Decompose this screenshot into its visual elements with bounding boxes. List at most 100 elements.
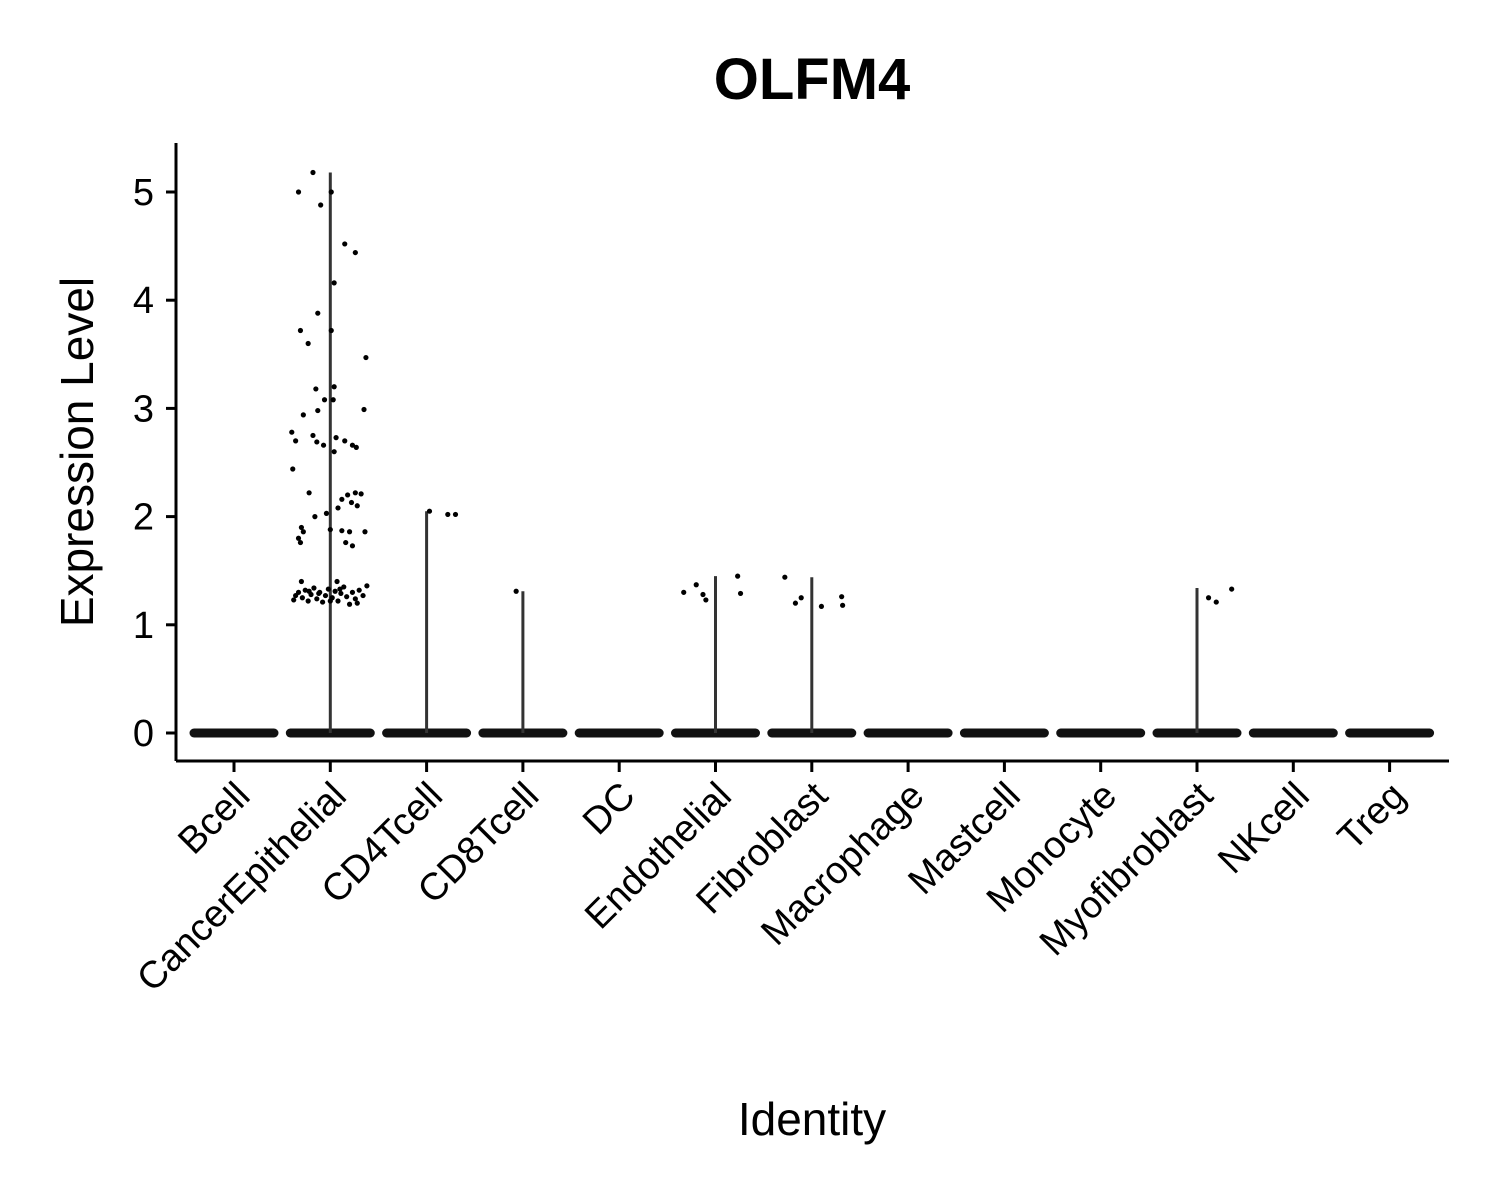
- data-point: [356, 587, 362, 593]
- x-tick-label: NKcell: [1210, 775, 1317, 882]
- chart-title: OLFM4: [714, 47, 911, 112]
- x-tick-label: DC: [575, 775, 644, 844]
- data-point: [334, 578, 340, 585]
- data-point: [298, 524, 305, 531]
- data-point: [1213, 599, 1219, 605]
- data-point: [306, 490, 312, 496]
- jitter-points-layer: [289, 169, 1235, 610]
- data-point: [319, 599, 326, 605]
- y-axis-title: Expression Level: [51, 277, 103, 627]
- data-point: [349, 543, 356, 549]
- data-point: [354, 600, 360, 606]
- data-point: [332, 588, 338, 594]
- data-point: [737, 590, 744, 597]
- data-point: [313, 386, 319, 392]
- data-point: [452, 511, 459, 518]
- data-point: [321, 397, 328, 403]
- data-point: [327, 526, 333, 533]
- data-point: [325, 586, 331, 592]
- data-point: [342, 438, 348, 444]
- data-point: [352, 249, 358, 256]
- data-point: [1205, 595, 1212, 601]
- y-axis-ticks: 0 1 2 3 4 5: [133, 172, 176, 755]
- data-point: [300, 529, 306, 535]
- data-point: [353, 444, 359, 450]
- y-tick-label: 4: [133, 280, 154, 322]
- data-point: [295, 535, 302, 541]
- data-point: [331, 280, 337, 286]
- y-tick-label: 2: [133, 497, 154, 539]
- data-point: [315, 407, 321, 414]
- data-point: [735, 573, 741, 579]
- data-point: [315, 310, 321, 316]
- data-point: [322, 592, 329, 599]
- data-point: [320, 442, 327, 448]
- data-point: [818, 603, 825, 610]
- data-point: [305, 598, 311, 604]
- data-point: [314, 439, 320, 445]
- data-point: [1229, 586, 1235, 592]
- data-point: [289, 429, 295, 435]
- data-point: [323, 510, 330, 516]
- data-point: [299, 595, 305, 601]
- data-point: [362, 529, 368, 535]
- data-point: [839, 594, 845, 600]
- data-point: [310, 169, 316, 176]
- data-point: [297, 327, 304, 334]
- data-point: [681, 589, 687, 595]
- data-point: [354, 503, 360, 509]
- x-tick-label: Treg: [1330, 775, 1414, 859]
- data-point: [298, 578, 305, 585]
- data-point: [312, 514, 318, 520]
- x-tick-label: Bcell: [170, 775, 258, 863]
- data-point: [293, 592, 299, 599]
- data-point: [314, 596, 320, 602]
- data-point: [703, 597, 709, 603]
- violin-layer: [189, 172, 1435, 738]
- data-point: [798, 595, 804, 601]
- data-point: [361, 406, 367, 413]
- y-tick-label: 3: [133, 388, 154, 430]
- data-point: [310, 432, 316, 439]
- data-point: [782, 574, 788, 580]
- data-point: [331, 384, 337, 390]
- data-point: [343, 539, 349, 546]
- x-axis-title: Identity: [738, 1093, 886, 1145]
- data-point: [349, 442, 356, 448]
- data-point: [426, 508, 433, 514]
- data-point: [363, 354, 369, 361]
- data-point: [338, 590, 344, 597]
- data-point: [311, 585, 317, 591]
- data-point: [335, 598, 341, 604]
- data-point: [318, 202, 324, 208]
- data-point: [300, 412, 306, 418]
- data-point: [352, 490, 358, 496]
- data-point: [339, 496, 345, 502]
- data-point: [331, 449, 337, 455]
- x-tick-label: Myofibroblast: [1032, 774, 1222, 964]
- data-point: [290, 466, 296, 472]
- data-point: [339, 528, 345, 534]
- data-point: [840, 602, 846, 608]
- data-point: [445, 511, 451, 518]
- data-point: [344, 594, 350, 600]
- data-point: [513, 588, 519, 594]
- y-tick-label: 5: [133, 172, 154, 214]
- data-point: [335, 505, 341, 511]
- data-point: [352, 596, 358, 602]
- data-point: [346, 529, 353, 535]
- data-point: [364, 583, 370, 589]
- plot-area: [189, 169, 1435, 738]
- data-point: [295, 189, 302, 195]
- data-point: [346, 601, 353, 607]
- data-point: [342, 241, 348, 247]
- data-point: [333, 435, 339, 441]
- data-point: [305, 340, 311, 347]
- data-point: [349, 589, 356, 595]
- data-point: [358, 491, 364, 497]
- y-tick-label: 1: [133, 605, 154, 647]
- data-point: [306, 588, 312, 594]
- data-point: [693, 582, 699, 588]
